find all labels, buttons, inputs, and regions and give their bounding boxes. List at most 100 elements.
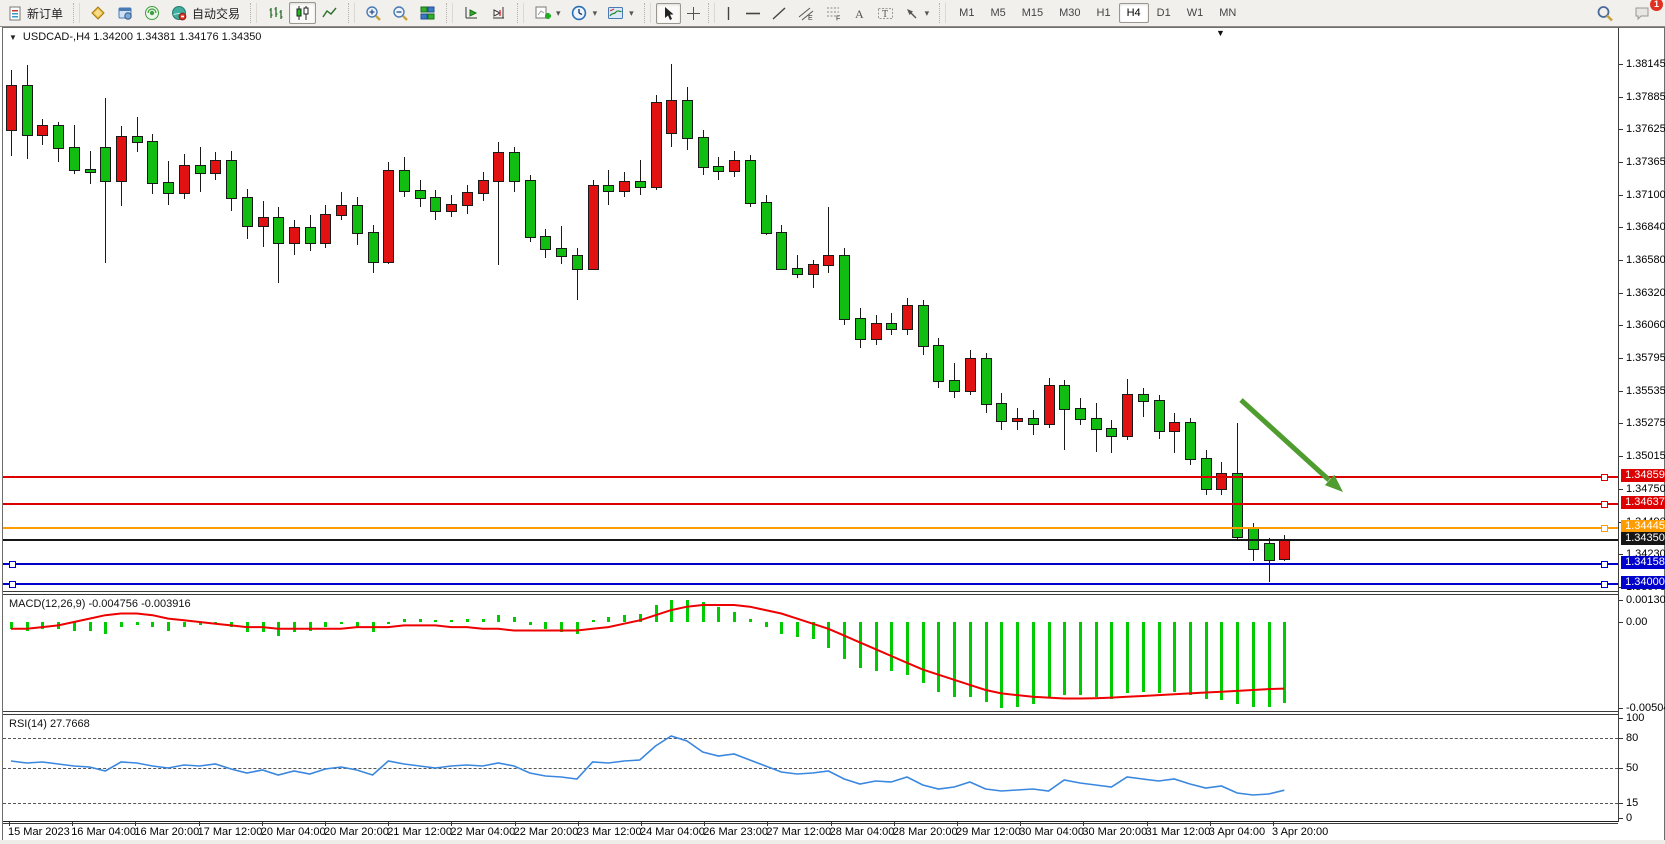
time-tick-label: 3 Apr 04:00 (1208, 826, 1266, 838)
timeframe-M15[interactable]: M15 (1021, 7, 1044, 19)
line-chart-button[interactable] (316, 2, 343, 24)
template-button[interactable]: ▾ (602, 2, 639, 24)
pane-separator[interactable] (3, 711, 1618, 712)
cursor-button[interactable] (655, 2, 681, 24)
time-tick-label: 29 Mar 12:00 (956, 826, 1021, 838)
price-axis-tick (1618, 390, 1623, 392)
candle (116, 136, 128, 182)
line-handle[interactable] (1601, 525, 1608, 533)
macd-histogram-bar (245, 622, 249, 633)
line-handle[interactable] (1601, 501, 1608, 509)
macd-histogram-bar (670, 599, 674, 622)
timeframe-MN[interactable]: MN (1219, 7, 1237, 19)
candle (53, 124, 65, 150)
rsi-axis-tick (1618, 818, 1623, 819)
candle-chart-button[interactable] (289, 2, 317, 24)
symbol-dropdown-icon[interactable]: ▼ (9, 32, 17, 42)
timeframe-M1[interactable]: M1 (959, 7, 975, 19)
price-level-label: 1.34445 (1621, 520, 1665, 534)
time-axis-tick (830, 822, 832, 826)
arrows-button[interactable]: ▾ (899, 3, 935, 24)
signals-button[interactable] (139, 2, 166, 24)
auto-scroll-button[interactable] (458, 2, 485, 24)
macd-histogram-bar (906, 622, 910, 675)
timeframe-H4[interactable]: H4 (1118, 3, 1149, 23)
timeframe-D1[interactable]: D1 (1156, 7, 1171, 19)
add-indicator-button[interactable]: ▾ (529, 2, 566, 24)
chart-shift-marker[interactable]: ▼ (1216, 28, 1225, 38)
line-handle[interactable] (1601, 473, 1608, 481)
macd-histogram-bar (292, 622, 296, 633)
time-axis-tick (325, 822, 326, 826)
candle (870, 322, 882, 340)
candle (697, 137, 709, 169)
candle (729, 159, 741, 172)
candle (571, 255, 583, 270)
price-level-line[interactable] (3, 583, 1618, 586)
line-handle[interactable] (1601, 561, 1608, 569)
crosshair-button[interactable] (681, 3, 706, 24)
timeframe-M30[interactable]: M30 (1059, 7, 1081, 19)
timeframe-W1[interactable]: W1 (1186, 7, 1204, 19)
price-level-line[interactable] (3, 563, 1618, 566)
line-handle[interactable] (9, 561, 16, 569)
candle-wick (828, 207, 830, 273)
time-axis-tick (1020, 822, 1022, 826)
toolbar-separator (446, 3, 454, 23)
time-axis-tick (641, 822, 642, 826)
candle (681, 99, 693, 140)
bar-chart-button[interactable] (262, 2, 289, 24)
text-button[interactable]: A (848, 3, 872, 24)
macd-histogram-bar (968, 622, 972, 697)
line-handle[interactable] (1601, 581, 1608, 589)
price-axis-tick (1618, 489, 1623, 491)
text-label-button[interactable]: T (872, 3, 899, 24)
macd-tick-label: 0.00 (1626, 616, 1648, 628)
candle (949, 380, 961, 393)
zoom-in-button[interactable] (360, 2, 387, 24)
pane-separator[interactable] (3, 591, 1618, 592)
candle (383, 169, 395, 264)
fibonacci-button[interactable]: F (820, 2, 848, 24)
search-button[interactable] (1591, 2, 1619, 25)
price-level-line[interactable] (3, 527, 1618, 530)
price-axis-tick (1618, 292, 1623, 294)
macd-histogram-bar (984, 622, 988, 702)
macd-histogram-bar (120, 622, 124, 628)
candle (917, 305, 929, 348)
price-level-line[interactable] (3, 503, 1618, 506)
shift-end-button[interactable] (485, 2, 512, 24)
timeframe-H1[interactable]: H1 (1096, 7, 1111, 19)
tile-windows-button[interactable] (414, 2, 441, 24)
macd-histogram-bar (764, 622, 768, 628)
trendline-button[interactable] (766, 3, 792, 24)
macd-histogram-bar (1078, 622, 1082, 696)
candle (666, 99, 678, 135)
candle (1263, 543, 1275, 562)
vertical-line-button[interactable] (717, 3, 740, 24)
price-level-line[interactable] (3, 539, 1618, 542)
candle (241, 197, 253, 227)
new-order-button[interactable]: 新订单 (3, 2, 68, 25)
timeframe-M5[interactable]: M5 (990, 7, 1006, 19)
price-tick-label: 1.35015 (1626, 450, 1665, 463)
signals-icon (144, 5, 161, 21)
time-axis-tick (893, 822, 895, 826)
zoom-out-button[interactable] (387, 2, 414, 24)
macd-histogram-bar (198, 622, 202, 626)
horizontal-line-button[interactable] (740, 3, 766, 24)
macd-histogram-bar (88, 622, 92, 631)
vertical-line-icon (722, 6, 735, 21)
notifications-button[interactable]: 1 (1629, 0, 1663, 24)
time-axis-tick (198, 822, 200, 826)
terminal-button[interactable] (112, 2, 139, 24)
fibonacci-icon: F (825, 5, 843, 21)
autotrading-button[interactable]: 自动交易 (166, 2, 245, 25)
market-watch-button[interactable] (85, 2, 112, 24)
price-level-line[interactable] (3, 475, 1618, 478)
channel-button[interactable]: E (792, 2, 820, 24)
macd-histogram-bar (465, 618, 469, 622)
periods-button[interactable]: ▾ (566, 2, 603, 24)
line-handle[interactable] (9, 581, 16, 589)
